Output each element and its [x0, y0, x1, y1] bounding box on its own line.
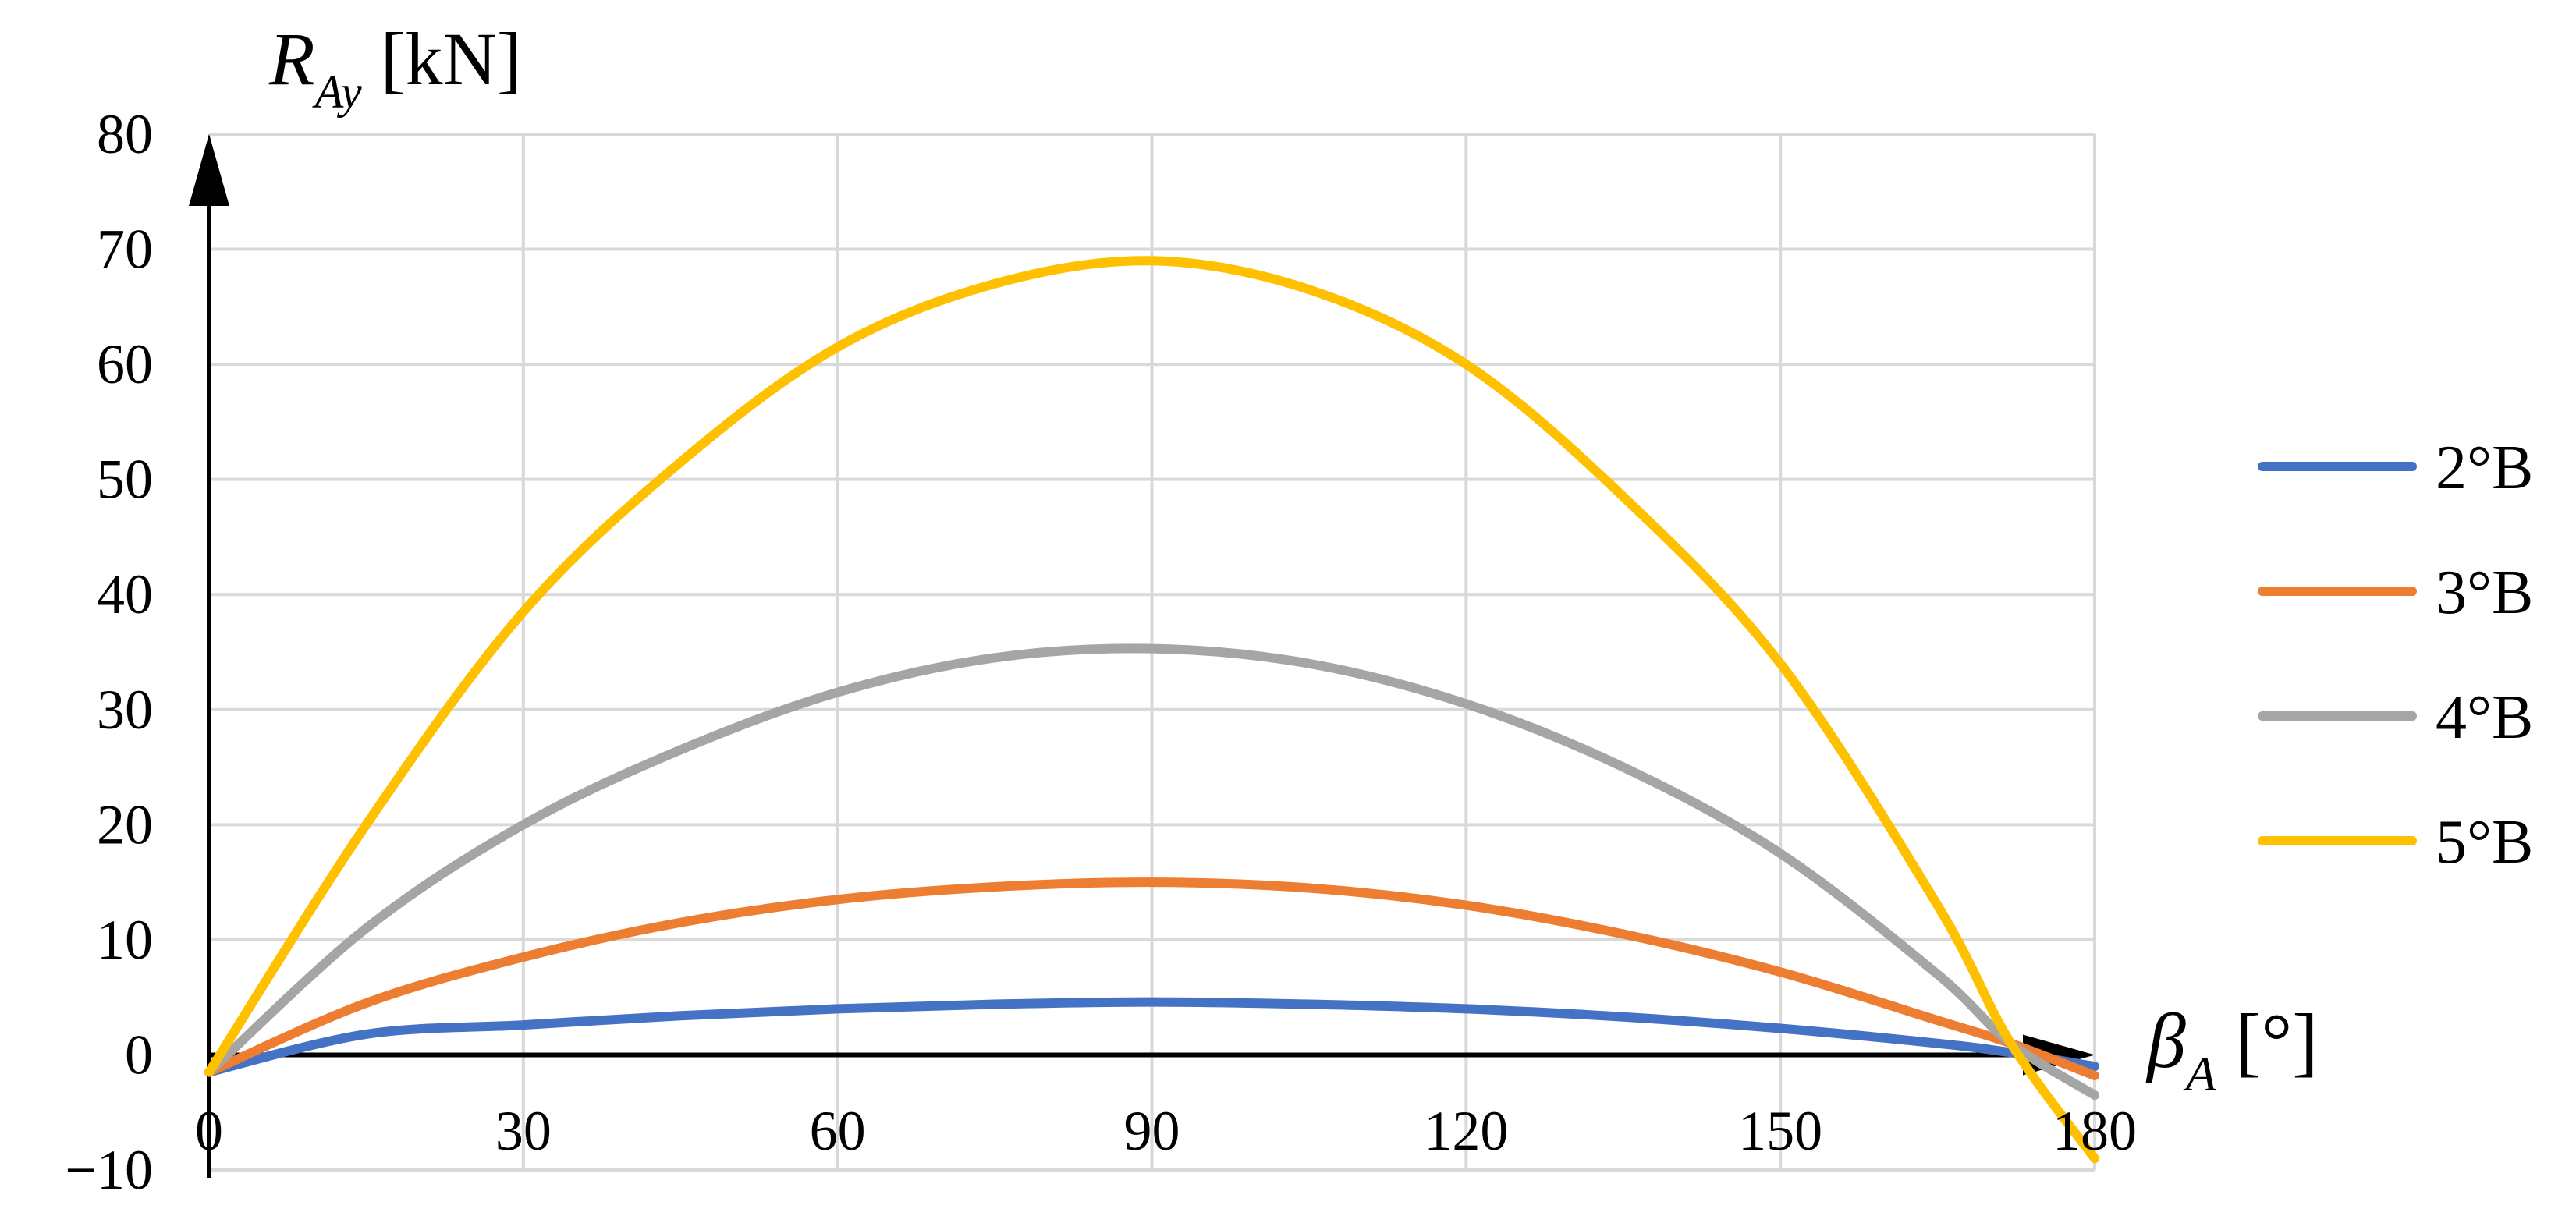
y-axis-symbol: R — [268, 17, 315, 101]
x-tick-label: 90 — [1124, 1100, 1180, 1162]
legend-label: 5°B — [2436, 808, 2533, 877]
axes — [189, 134, 2095, 1178]
series-lines — [204, 256, 2099, 1164]
x-tick-label: 0 — [195, 1100, 223, 1162]
y-axis-arrow — [189, 134, 229, 206]
y-tick-label: 10 — [97, 909, 153, 971]
x-tick-label: 60 — [810, 1100, 866, 1162]
x-axis-unit: [°] — [2235, 998, 2319, 1084]
legend: 2°B 3°B 4°B 5°B — [2258, 434, 2533, 877]
x-tick-label: 30 — [495, 1100, 552, 1162]
y-tick-label: 0 — [125, 1023, 153, 1086]
tick-labels: 0 30 60 90 120 150 180 −10 0 10 20 30 40 50 60 70 80 — [65, 103, 2137, 1201]
y-tick-label: 60 — [97, 333, 153, 395]
legend-label: 3°B — [2436, 558, 2533, 627]
y-tick-label: 50 — [97, 448, 153, 511]
y-tick-label: 30 — [97, 679, 153, 741]
y-tick-label: 70 — [97, 218, 153, 281]
legend-label: 4°B — [2436, 683, 2533, 752]
series-line-4B — [204, 643, 2099, 1101]
x-axis-title: βA [°] — [2145, 998, 2319, 1101]
x-tick-label: 120 — [1424, 1100, 1508, 1162]
x-tick-label: 150 — [1738, 1100, 1822, 1162]
series-line-3B — [204, 877, 2099, 1080]
series-line-2B — [204, 997, 2099, 1077]
y-axis-unit: [kN] — [381, 17, 522, 101]
x-axis-symbol: β — [2145, 998, 2186, 1084]
legend-label: 2°B — [2436, 434, 2533, 502]
x-tick-label: 180 — [2053, 1100, 2137, 1162]
y-axis-subscript: Ay — [312, 66, 362, 118]
y-tick-label: −10 — [65, 1139, 153, 1201]
y-tick-label: 80 — [97, 103, 153, 165]
x-axis-subscript: A — [2183, 1046, 2217, 1101]
y-axis-title: RAy [kN] — [268, 17, 522, 118]
y-tick-label: 40 — [97, 563, 153, 626]
series-line-5B — [204, 256, 2099, 1164]
y-tick-label: 20 — [97, 793, 153, 856]
